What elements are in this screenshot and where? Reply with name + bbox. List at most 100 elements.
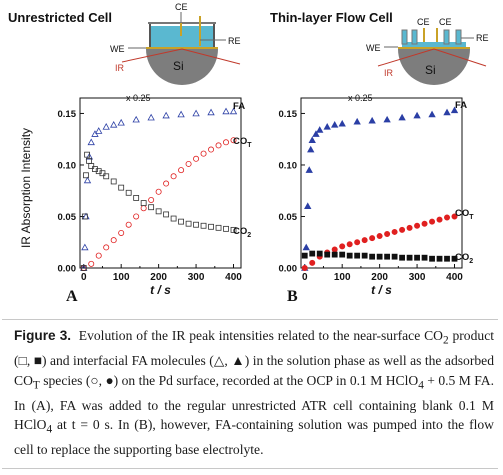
series-label-subscript: 2 <box>247 232 251 239</box>
data-point-cot <box>223 139 230 146</box>
data-point-cot <box>230 137 237 144</box>
chart-panel-a: 0 100 200 300 400 0.00 0.05 0.10 0.15 t / s FA COT C… <box>58 93 253 297</box>
data-point-cot <box>376 233 383 240</box>
cell-b-ce-label-2: CE <box>439 17 452 27</box>
filled-square-symbol <box>34 353 42 368</box>
caption-text-1: Evolution of the IR peak intensities rel… <box>78 328 443 343</box>
data-point-co2 <box>92 166 98 172</box>
data-point-co2 <box>200 222 207 229</box>
cell-b-si-label: Si <box>425 63 436 77</box>
data-point-co2 <box>103 173 110 180</box>
x-tick-label: 200 <box>371 272 388 283</box>
data-point-fa <box>132 115 140 123</box>
cell-b-ir-label: IR <box>384 68 394 78</box>
data-point-fa <box>85 152 94 160</box>
data-point-cot <box>369 235 376 242</box>
cell-b-ce-label-1: CE <box>417 17 430 27</box>
data-point-cot <box>391 228 398 235</box>
panel-a-title: Unrestricted Cell <box>8 10 112 25</box>
series-cot <box>301 213 458 271</box>
cell-a-ir-label: IR <box>115 63 125 73</box>
cell-a-we-label: WE <box>110 44 125 54</box>
series-co2 <box>301 250 458 262</box>
data-point-co2 <box>391 253 398 260</box>
data-point-cot <box>309 259 316 266</box>
panel-letter-a: A <box>66 288 78 305</box>
cell-a-schematic: CE RE WE Si IR <box>110 2 241 85</box>
panel-b-title: Thin-layer Flow Cell <box>270 10 393 25</box>
data-point-co2 <box>384 253 391 260</box>
data-point-fa <box>312 130 320 137</box>
x-tick-label: 200 <box>150 272 167 283</box>
data-point-co2 <box>163 211 170 218</box>
data-point-fa <box>177 110 185 118</box>
series-label-subscript: 2 <box>469 258 473 265</box>
data-point-fa <box>413 111 421 119</box>
data-point-cot <box>185 160 192 167</box>
data-point-cot <box>331 246 338 253</box>
data-point-cot <box>118 229 125 236</box>
data-point-cot <box>140 205 147 212</box>
x-tick-label: 300 <box>188 272 205 283</box>
series-co2 <box>80 151 237 271</box>
data-point-cot <box>339 243 346 250</box>
data-point-cot <box>414 222 421 229</box>
data-point-co2 <box>148 204 155 211</box>
data-point-cot <box>110 237 117 244</box>
data-point-fa <box>308 136 316 144</box>
figure-3: Unrestricted Cell CE RE WE Si IR Thin-la… <box>8 2 489 305</box>
x-tick-label: 0 <box>302 272 308 283</box>
data-point-co2 <box>444 255 450 262</box>
panel-letter-b: B <box>287 288 298 305</box>
data-point-fa <box>305 166 313 173</box>
data-point-cot <box>406 224 413 231</box>
data-point-cot <box>346 241 353 248</box>
x-axis-title: t / s <box>150 283 171 297</box>
data-point-cot <box>354 239 361 246</box>
data-point-cot <box>103 244 110 251</box>
y-tick-label: 0.15 <box>279 109 298 120</box>
electrolyte-b <box>402 42 466 48</box>
chart-panel-b: 0 100 200 300 400 0.00 0.05 0.10 0.15 t / s FA COT C… <box>279 93 475 297</box>
data-point-co2 <box>155 208 162 215</box>
data-point-co2 <box>88 163 95 169</box>
open-triangle-symbol <box>214 353 225 368</box>
filled-circle-symbol <box>105 373 113 388</box>
cell-b-re-label: RE <box>476 33 489 43</box>
data-point-cot <box>444 214 451 221</box>
data-point-fa <box>207 108 215 116</box>
data-point-cot <box>399 226 406 233</box>
data-point-co2 <box>361 252 368 259</box>
filled-triangle-symbol <box>231 353 245 368</box>
data-point-cot <box>95 252 102 259</box>
data-point-cot <box>451 213 458 220</box>
data-point-co2 <box>316 250 323 257</box>
data-point-cot <box>193 155 200 162</box>
data-point-cot <box>215 142 222 149</box>
data-point-fa <box>383 115 391 123</box>
data-point-co2 <box>185 220 192 227</box>
data-point-fa <box>368 116 376 124</box>
data-point-fa <box>95 127 103 134</box>
data-point-co2 <box>125 189 132 196</box>
data-point-co2 <box>406 254 413 261</box>
data-point-co2 <box>118 184 125 191</box>
data-point-co2 <box>223 225 229 232</box>
scale-note: x 0.25 <box>348 93 373 103</box>
data-point-co2 <box>451 255 458 262</box>
plot-frame <box>300 97 463 269</box>
cell-b-schematic: CE CE RE WE Si IR <box>366 17 489 85</box>
series-fa <box>80 107 238 271</box>
data-point-fa <box>323 123 331 130</box>
y-tick-label: 0.00 <box>279 264 298 275</box>
series-fa <box>301 106 459 271</box>
data-point-co2 <box>178 218 184 225</box>
series-label-fa: FA <box>455 100 467 111</box>
data-point-fa <box>110 120 118 128</box>
si-prism-a <box>146 49 218 85</box>
data-point-fa <box>302 243 310 251</box>
data-point-cot <box>384 230 391 237</box>
caption-bottom-rule <box>2 468 498 469</box>
electrolyte-a <box>151 26 213 47</box>
scale-note: x 0.25 <box>126 93 151 103</box>
